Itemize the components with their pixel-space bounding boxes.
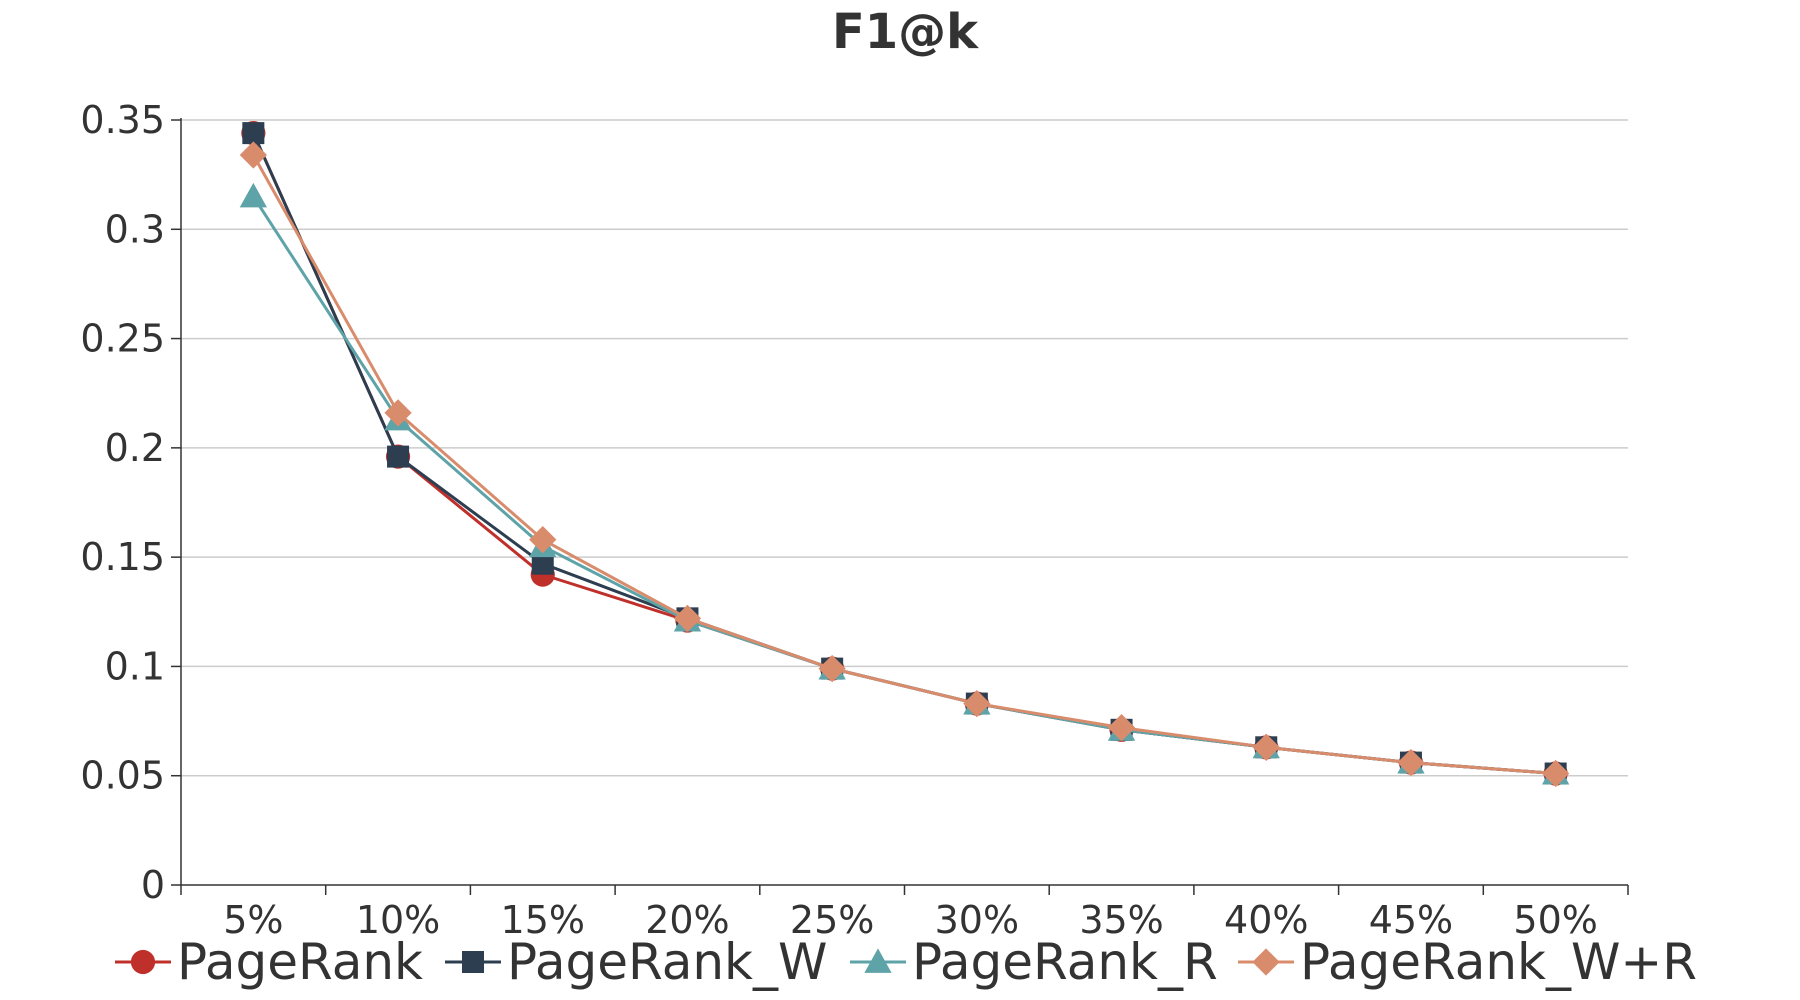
legend-label: PageRank_R (912, 933, 1218, 991)
x-tick-label: 10% (356, 898, 440, 942)
legend-label: PageRank (177, 933, 423, 991)
data-point (529, 526, 557, 554)
y-tick-label: 0.2 (105, 426, 165, 470)
data-point (531, 552, 554, 575)
data-point (1542, 759, 1570, 788)
data-point (673, 604, 702, 632)
data-point (239, 141, 267, 169)
axes (171, 118, 1629, 895)
y-tick-label: 0.05 (80, 754, 165, 798)
x-tick-label: 50% (1513, 898, 1597, 942)
x-axis-ticks: 5% 10% 15% 20% 25% 30% 35% 40% 45% 50% (223, 898, 1598, 942)
series-2 (239, 182, 1570, 785)
legend-item: PageRank_W+R (1238, 933, 1697, 991)
x-tick-label: 20% (645, 898, 729, 942)
legend-item: PageRank_R (850, 933, 1218, 991)
legend-label: PageRank_W (507, 933, 827, 991)
y-axis-ticks: 0 0.05 0.1 0.15 0.2 0.25 0.3 0.35 (80, 98, 165, 907)
legend-item: PageRank (115, 933, 423, 991)
x-tick-label: 30% (935, 898, 1019, 942)
data-point (818, 654, 846, 683)
x-tick-label: 25% (790, 898, 874, 942)
data-point (242, 122, 265, 145)
gridlines (181, 119, 1628, 777)
x-tick-label: 45% (1369, 898, 1453, 942)
legend-marker (864, 948, 892, 973)
data-point (387, 445, 410, 468)
x-tick-label: 35% (1079, 898, 1163, 942)
legend: PageRank PageRank_W PageRank_R PageRank_W+R (115, 933, 1697, 991)
y-tick-label: 0.35 (80, 98, 165, 142)
x-tick-label: 15% (501, 898, 585, 942)
data-point (1397, 748, 1425, 777)
x-tick-label: 5% (223, 898, 283, 942)
y-tick-label: 0.25 (80, 317, 165, 361)
data-point (1107, 713, 1136, 742)
data-point (239, 182, 267, 208)
data-point (963, 689, 991, 718)
legend-item: PageRank_W (445, 933, 827, 991)
y-tick-label: 0.3 (105, 207, 165, 251)
legend-label: PageRank_W+R (1300, 933, 1697, 991)
legend-marker (1252, 948, 1280, 976)
data-point (1252, 733, 1280, 761)
chart-title: F1@k (832, 4, 979, 60)
y-tick-label: 0.15 (80, 535, 165, 579)
y-tick-label: 0 (141, 863, 165, 907)
series-line (252, 154, 1556, 776)
y-tick-label: 0.1 (105, 644, 165, 688)
data-point (384, 399, 412, 427)
series-lines (239, 121, 1570, 788)
legend-marker (462, 951, 484, 973)
legend-marker (130, 949, 156, 975)
series-3 (239, 141, 1570, 788)
x-tick-label: 40% (1224, 898, 1308, 942)
